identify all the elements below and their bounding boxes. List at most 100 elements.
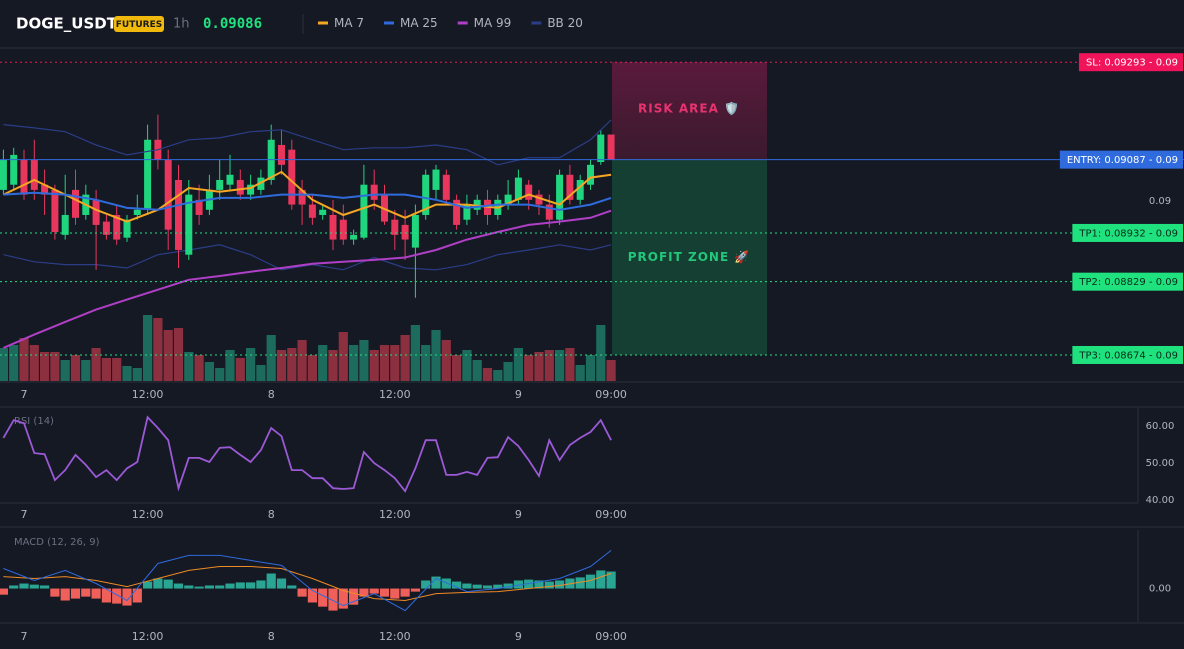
macd-histogram-bar	[410, 588, 420, 592]
volume-bar	[441, 340, 451, 381]
volume-bar	[585, 355, 596, 381]
candle-body	[216, 179, 224, 190]
volume-bar	[307, 355, 317, 381]
macd-histogram-bar	[70, 588, 81, 599]
volume-bar	[565, 348, 575, 381]
candle-body	[164, 159, 172, 230]
candle-body	[329, 214, 337, 240]
macd-histogram-bar	[215, 585, 225, 589]
candle-body	[587, 164, 594, 185]
candle-body	[319, 209, 327, 215]
candle-body	[391, 219, 399, 235]
volume-bar	[493, 370, 503, 381]
volume-bar	[81, 360, 91, 381]
candle-body	[20, 159, 28, 195]
level-label: TP2: 0.08829 - 0.09	[1078, 277, 1178, 288]
volume-bar	[421, 345, 431, 381]
volume-bar	[524, 355, 534, 381]
volume-bar	[101, 358, 111, 381]
candle-body	[123, 219, 131, 238]
volume-bar	[29, 345, 39, 381]
macd-histogram-bar	[359, 588, 369, 597]
x-tick-label: 8	[268, 388, 275, 401]
y-tick-label: 60.00	[1146, 421, 1175, 432]
macd-histogram-bar	[246, 582, 256, 589]
macd-histogram-bar	[173, 583, 184, 589]
volume-bar	[256, 365, 266, 381]
profit-zone	[612, 159, 767, 355]
x-tick-label: 7	[21, 508, 28, 521]
volume-bar	[462, 350, 472, 381]
volume-bar	[555, 350, 565, 381]
candle-body	[0, 159, 7, 190]
candle-body	[102, 221, 110, 235]
macd-histogram-bar	[606, 571, 616, 589]
candle-body	[113, 214, 121, 240]
candle-body	[597, 134, 605, 162]
macd-histogram-bar	[235, 582, 245, 589]
candle-body	[339, 219, 347, 240]
candle-body	[41, 184, 49, 195]
candle-body	[308, 204, 316, 218]
volume-bar	[173, 328, 184, 381]
macd-histogram-bar	[596, 570, 606, 589]
candle-body	[10, 154, 18, 185]
macd-histogram-bar	[163, 579, 173, 589]
macd-histogram-bar	[153, 578, 163, 589]
x-tick-label: 12:00	[132, 388, 164, 401]
volume-bar	[132, 368, 142, 381]
candle-body	[144, 139, 152, 210]
macd-histogram-bar	[421, 580, 431, 589]
x-tick-label: 9	[515, 630, 522, 643]
volume-bar	[349, 345, 359, 381]
candle-body	[566, 174, 574, 200]
volume-bar	[534, 352, 544, 381]
volume-bar	[204, 362, 214, 381]
level: TP3: 0.08674 - 0.09	[0, 345, 1184, 364]
volume-bar	[91, 348, 101, 381]
x-tick-label: 12:00	[379, 388, 411, 401]
x-tick-label: 7	[21, 630, 28, 643]
volume-bar	[431, 330, 441, 381]
x-tick-label: 8	[268, 508, 275, 521]
volume-bar	[318, 345, 328, 381]
volume-bar	[379, 345, 390, 381]
x-tick-label: 12:00	[132, 508, 164, 521]
volume-bar	[215, 368, 225, 381]
volume-bar	[390, 345, 400, 381]
x-tick-label: 09:00	[595, 630, 627, 643]
volume-bar	[112, 358, 122, 381]
macd-histogram-bar	[369, 588, 379, 594]
macd-histogram-bar	[143, 581, 153, 589]
x-tick-label: 8	[268, 630, 275, 643]
candle-body	[556, 174, 564, 220]
volume-bar	[184, 352, 194, 381]
candle-body	[514, 177, 522, 200]
level-label: TP1: 0.08932 - 0.09	[1078, 228, 1178, 239]
candle-body	[185, 194, 193, 255]
macd-histogram-bar	[452, 581, 462, 589]
volume-bar	[19, 338, 29, 381]
symbol: DOGE_USDT	[16, 15, 118, 33]
candle-body	[370, 184, 378, 200]
candle-body	[442, 174, 450, 200]
volume-bar	[143, 315, 153, 381]
candle-body	[175, 179, 182, 250]
candle-body	[463, 204, 471, 220]
macd-histogram-bar	[287, 585, 297, 589]
macd-histogram-bar	[524, 579, 534, 589]
volume-bar	[513, 348, 523, 381]
x-tick-label: 9	[515, 508, 522, 521]
macd-histogram-bar	[555, 580, 565, 589]
volume-bar	[122, 366, 132, 381]
volume-bar	[235, 358, 245, 381]
volume-bar	[410, 325, 420, 381]
macd-histogram-bar	[431, 576, 441, 589]
macd-histogram-bar	[575, 577, 585, 589]
legend-label: MA 99	[474, 16, 512, 30]
candle-body	[525, 184, 533, 200]
volume-bar	[225, 350, 235, 381]
macd-histogram-bar	[184, 585, 194, 589]
